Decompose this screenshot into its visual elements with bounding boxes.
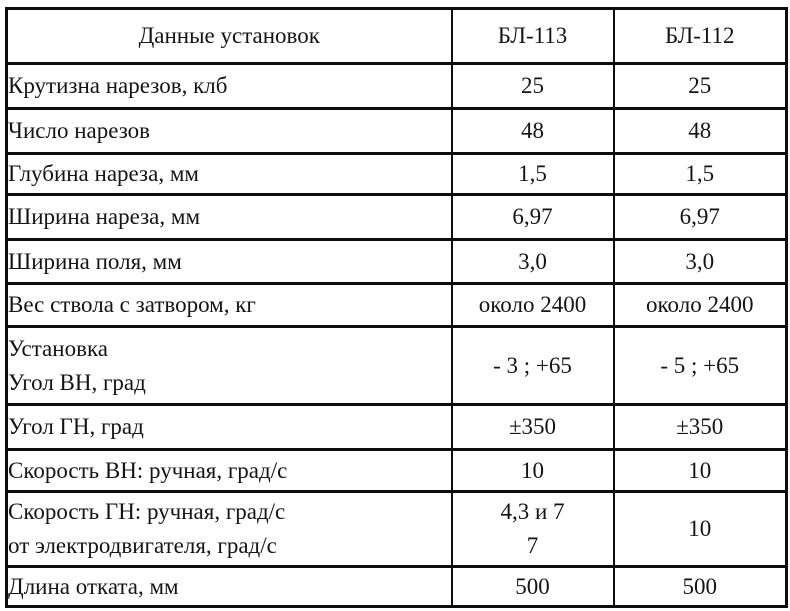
row-label: Установка Угол ВН, град <box>5 325 453 406</box>
table-row: Вес ствола с затвором, кг около 2400 око… <box>5 282 788 328</box>
cell-bl113: 10 <box>450 448 615 493</box>
cell-bl112: около 2400 <box>612 282 788 328</box>
table-row: Ширина поля, мм 3,0 3,0 <box>5 238 788 285</box>
specs-table: Данные установок БЛ-113 БЛ-112 Крутизна … <box>5 7 788 608</box>
table-row: Крутизна нарезов, клб 25 25 <box>5 62 788 110</box>
row-label: Скорость ГН: ручная, град/с от электродв… <box>5 490 453 568</box>
cell-bl112: 1,5 <box>612 152 788 196</box>
table-header-row: Данные установок БЛ-113 БЛ-112 <box>5 7 788 65</box>
row-label: Ширина нареза, мм <box>5 193 453 241</box>
cell-bl112: - 5 ; +65 <box>612 325 788 406</box>
table-row: Число нарезов 48 48 <box>5 107 788 155</box>
cell-bl112: 3,0 <box>612 238 788 285</box>
cell-bl113: ±350 <box>450 403 615 451</box>
cell-bl112: 25 <box>612 62 788 110</box>
cell-bl113: 48 <box>450 107 615 155</box>
table-row: Скорость ГН: ручная, град/с от электродв… <box>5 490 788 568</box>
cell-bl113: 500 <box>450 565 615 608</box>
cell-bl113: 6,97 <box>450 193 615 241</box>
header-data-label: Данные установок <box>5 7 453 65</box>
cell-bl113-line2: 7 <box>526 533 539 558</box>
cell-bl113: 4,3 и 7 7 <box>450 490 615 568</box>
row-label: Глубина нареза, мм <box>5 152 453 196</box>
cell-bl112: ±350 <box>612 403 788 451</box>
table-row: Длина отката, мм 500 500 <box>5 565 788 608</box>
row-label-line1: Скорость ГН: ручная, град/с <box>8 499 286 524</box>
table-row: Глубина нареза, мм 1,5 1,5 <box>5 152 788 196</box>
cell-bl112: 10 <box>612 490 788 568</box>
cell-bl112: 500 <box>612 565 788 608</box>
cell-bl112: 10 <box>612 448 788 493</box>
row-label: Длина отката, мм <box>5 565 453 608</box>
row-label: Число нарезов <box>5 107 453 155</box>
cell-bl113: 3,0 <box>450 238 615 285</box>
header-col-bl112: БЛ-112 <box>612 7 788 65</box>
cell-bl113-line1: 4,3 и 7 <box>500 499 565 524</box>
table-row: Угол ГН, град ±350 ±350 <box>5 403 788 451</box>
cell-bl113: около 2400 <box>450 282 615 328</box>
header-col-bl113: БЛ-113 <box>450 7 615 65</box>
row-label: Крутизна нарезов, клб <box>5 62 453 110</box>
table-row: Ширина нареза, мм 6,97 6,97 <box>5 193 788 241</box>
row-label: Ширина поля, мм <box>5 238 453 285</box>
row-label: Скорость ВН: ручная, град/с <box>5 448 453 493</box>
table-row: Установка Угол ВН, град - 3 ; +65 - 5 ; … <box>5 325 788 406</box>
row-label: Вес ствола с затвором, кг <box>5 282 453 328</box>
row-label-line1: Установка <box>8 335 108 361</box>
row-label-line2: Угол ВН, град <box>8 369 146 395</box>
cell-bl112: 48 <box>612 107 788 155</box>
row-label-line2: от электродвигателя, град/с <box>8 533 277 558</box>
cell-bl113: 25 <box>450 62 615 110</box>
row-label: Угол ГН, град <box>5 403 453 451</box>
cell-bl113: 1,5 <box>450 152 615 196</box>
table-row: Скорость ВН: ручная, град/с 10 10 <box>5 448 788 493</box>
cell-bl113: - 3 ; +65 <box>450 325 615 406</box>
cell-bl112: 6,97 <box>612 193 788 241</box>
